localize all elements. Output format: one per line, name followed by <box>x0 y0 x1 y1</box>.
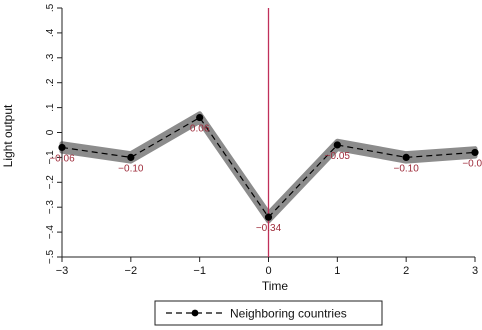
data-point <box>58 143 66 152</box>
confidence-band-layer <box>59 111 478 224</box>
y-tick-label: .2 <box>45 78 56 87</box>
y-tick-label: .3 <box>45 53 56 62</box>
y-tick-label: 0 <box>45 129 56 135</box>
data-label: −0.08 <box>462 158 482 169</box>
y-tick-label: .4 <box>45 28 56 37</box>
legend-label: Neighboring countries <box>230 307 347 321</box>
confidence-band <box>59 111 478 224</box>
legend: Neighboring countries <box>154 300 383 326</box>
y-tick-label: −.5 <box>45 249 56 264</box>
axes-layer: −.5 −.4 −.3 −.2 −.1 0 .1 .2 .3 .4 .5 −3 −2 −1 0 1 2 3 <box>45 3 478 277</box>
x-axis-label: Time <box>262 279 289 293</box>
legend-marker <box>191 309 199 317</box>
data-point <box>196 113 204 122</box>
data-label: −0.10 <box>118 163 144 174</box>
series-layer <box>58 113 479 221</box>
data-point <box>471 148 479 157</box>
y-tick-label: −.1 <box>45 150 56 165</box>
data-point <box>333 141 341 149</box>
x-tick-label: −1 <box>193 265 206 277</box>
data-point <box>402 153 410 161</box>
x-tick-label: −2 <box>125 265 138 277</box>
y-tick-label: −.3 <box>45 200 56 215</box>
x-tick-label: 2 <box>403 265 409 277</box>
data-point <box>264 213 273 221</box>
data-label: −0.34 <box>256 223 282 234</box>
x-tick-label: 3 <box>472 265 478 277</box>
data-label: −0.10 <box>394 163 420 174</box>
x-tick-label: 1 <box>334 265 340 277</box>
x-tick-label: −3 <box>56 265 69 277</box>
y-tick-label: .1 <box>45 103 56 112</box>
y-tick-label: −.4 <box>45 225 56 240</box>
y-tick-label: .5 <box>45 3 56 12</box>
data-point <box>127 153 135 161</box>
data-label: 0.06 <box>190 124 210 135</box>
y-tick-label: −.2 <box>45 175 56 190</box>
y-axis-label: Light output <box>1 104 15 167</box>
data-label: −0.05 <box>325 151 351 162</box>
data-labels-layer: −0.06 −0.10 0.06 −0.34 −0.05 −0.10 −0.08 <box>49 124 482 235</box>
data-label: −0.06 <box>49 153 75 164</box>
x-tick-label: 0 <box>265 265 271 277</box>
